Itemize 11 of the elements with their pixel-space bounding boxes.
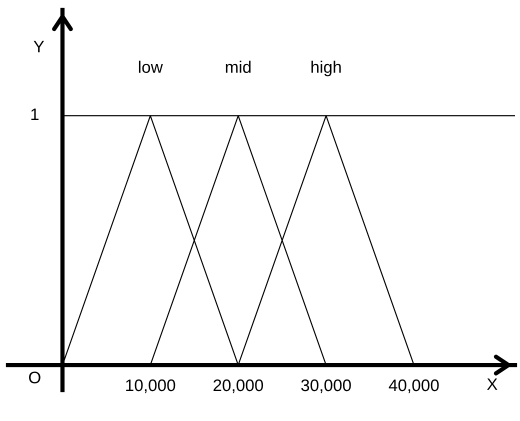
x-tick-label: 30,000 <box>301 379 351 394</box>
x-tick-label: 40,000 <box>388 379 439 394</box>
text: low <box>138 60 163 73</box>
x-axis-title: X <box>487 378 498 390</box>
x-tick-label: 20,000 <box>214 379 264 394</box>
text: mid <box>226 60 251 73</box>
text: high <box>311 60 341 76</box>
ref-line-label: 1 <box>31 108 39 120</box>
x-tick-label: 10,000 <box>126 379 176 394</box>
text: Y <box>34 40 44 52</box>
annotation: O <box>29 372 40 384</box>
